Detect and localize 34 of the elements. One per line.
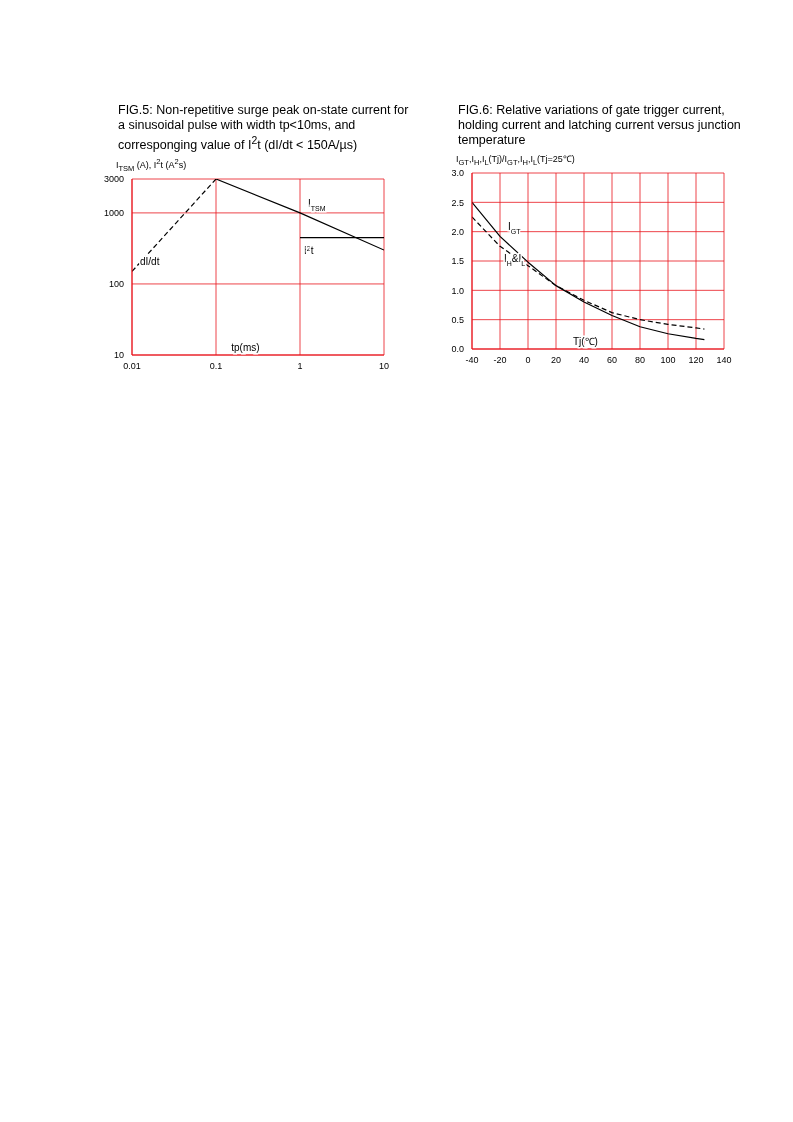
y-tick-label: 2.5 (451, 197, 464, 208)
series-label: I$^{2}$t (304, 243, 314, 256)
x-tick-label: 60 (606, 355, 618, 366)
y-tick-label: 2.0 (451, 226, 464, 237)
x-tick-label: 40 (578, 355, 590, 366)
series-label: I$_{H}$&I$_{L}$ (504, 253, 526, 267)
series-label: I$_{TSM}$ (308, 197, 326, 212)
x-tick-label: 100 (660, 355, 676, 366)
x-tick-label: 80 (634, 355, 646, 366)
y-tick-label: 0.5 (451, 314, 464, 325)
chart-title: FIG.5: Non-repetitive surge peak on-state current for a sinusoidal pulse with width tp<10ms, and corresponging value of I$^{2}$t (dI/dt < 150A/µs) (118, 103, 410, 154)
y-tick-label: 100 (108, 279, 124, 290)
y-axis-title: I$_{TSM}$ (A), I$^{2}$t (A$^{2}$s) (116, 157, 188, 173)
x-tick-label: -20 (493, 355, 507, 366)
x-tick-label: -40 (465, 355, 479, 366)
chart-title: FIG.6: Relative variations of gate trigger current, holding current and latching current versus junction temperature (458, 103, 742, 148)
y-tick-label: 1.0 (451, 285, 464, 296)
x-tick-label: 1 (297, 361, 303, 372)
y-tick-label: 0.0 (451, 343, 464, 354)
x-tick-label: 10 (378, 361, 390, 372)
text: I$_{GT}$,I$_{H}$,I$_{L}$(Tj)/I$_{GT}$,I$_{H}$,I$_{L}$(Tj=25℃) (456, 154, 575, 167)
x-tick-label: 140 (716, 355, 732, 366)
x-tick-label: 20 (550, 355, 562, 366)
x-axis-title: tp(ms) (231, 341, 260, 353)
y-tick-label: 3.0 (451, 167, 464, 178)
x-axis-title: Tj(℃) (572, 335, 598, 347)
series-label: dI/dt (140, 256, 160, 268)
y-tick-label: 1.5 (451, 255, 464, 266)
x-tick-label: 0.1 (209, 361, 223, 372)
x-tick-label: 120 (688, 355, 704, 366)
y-tick-label: 1000 (103, 208, 124, 219)
x-tick-label: 0 (525, 355, 531, 366)
y-tick-label: 3000 (103, 174, 124, 185)
x-tick-label: 0.01 (123, 361, 141, 372)
